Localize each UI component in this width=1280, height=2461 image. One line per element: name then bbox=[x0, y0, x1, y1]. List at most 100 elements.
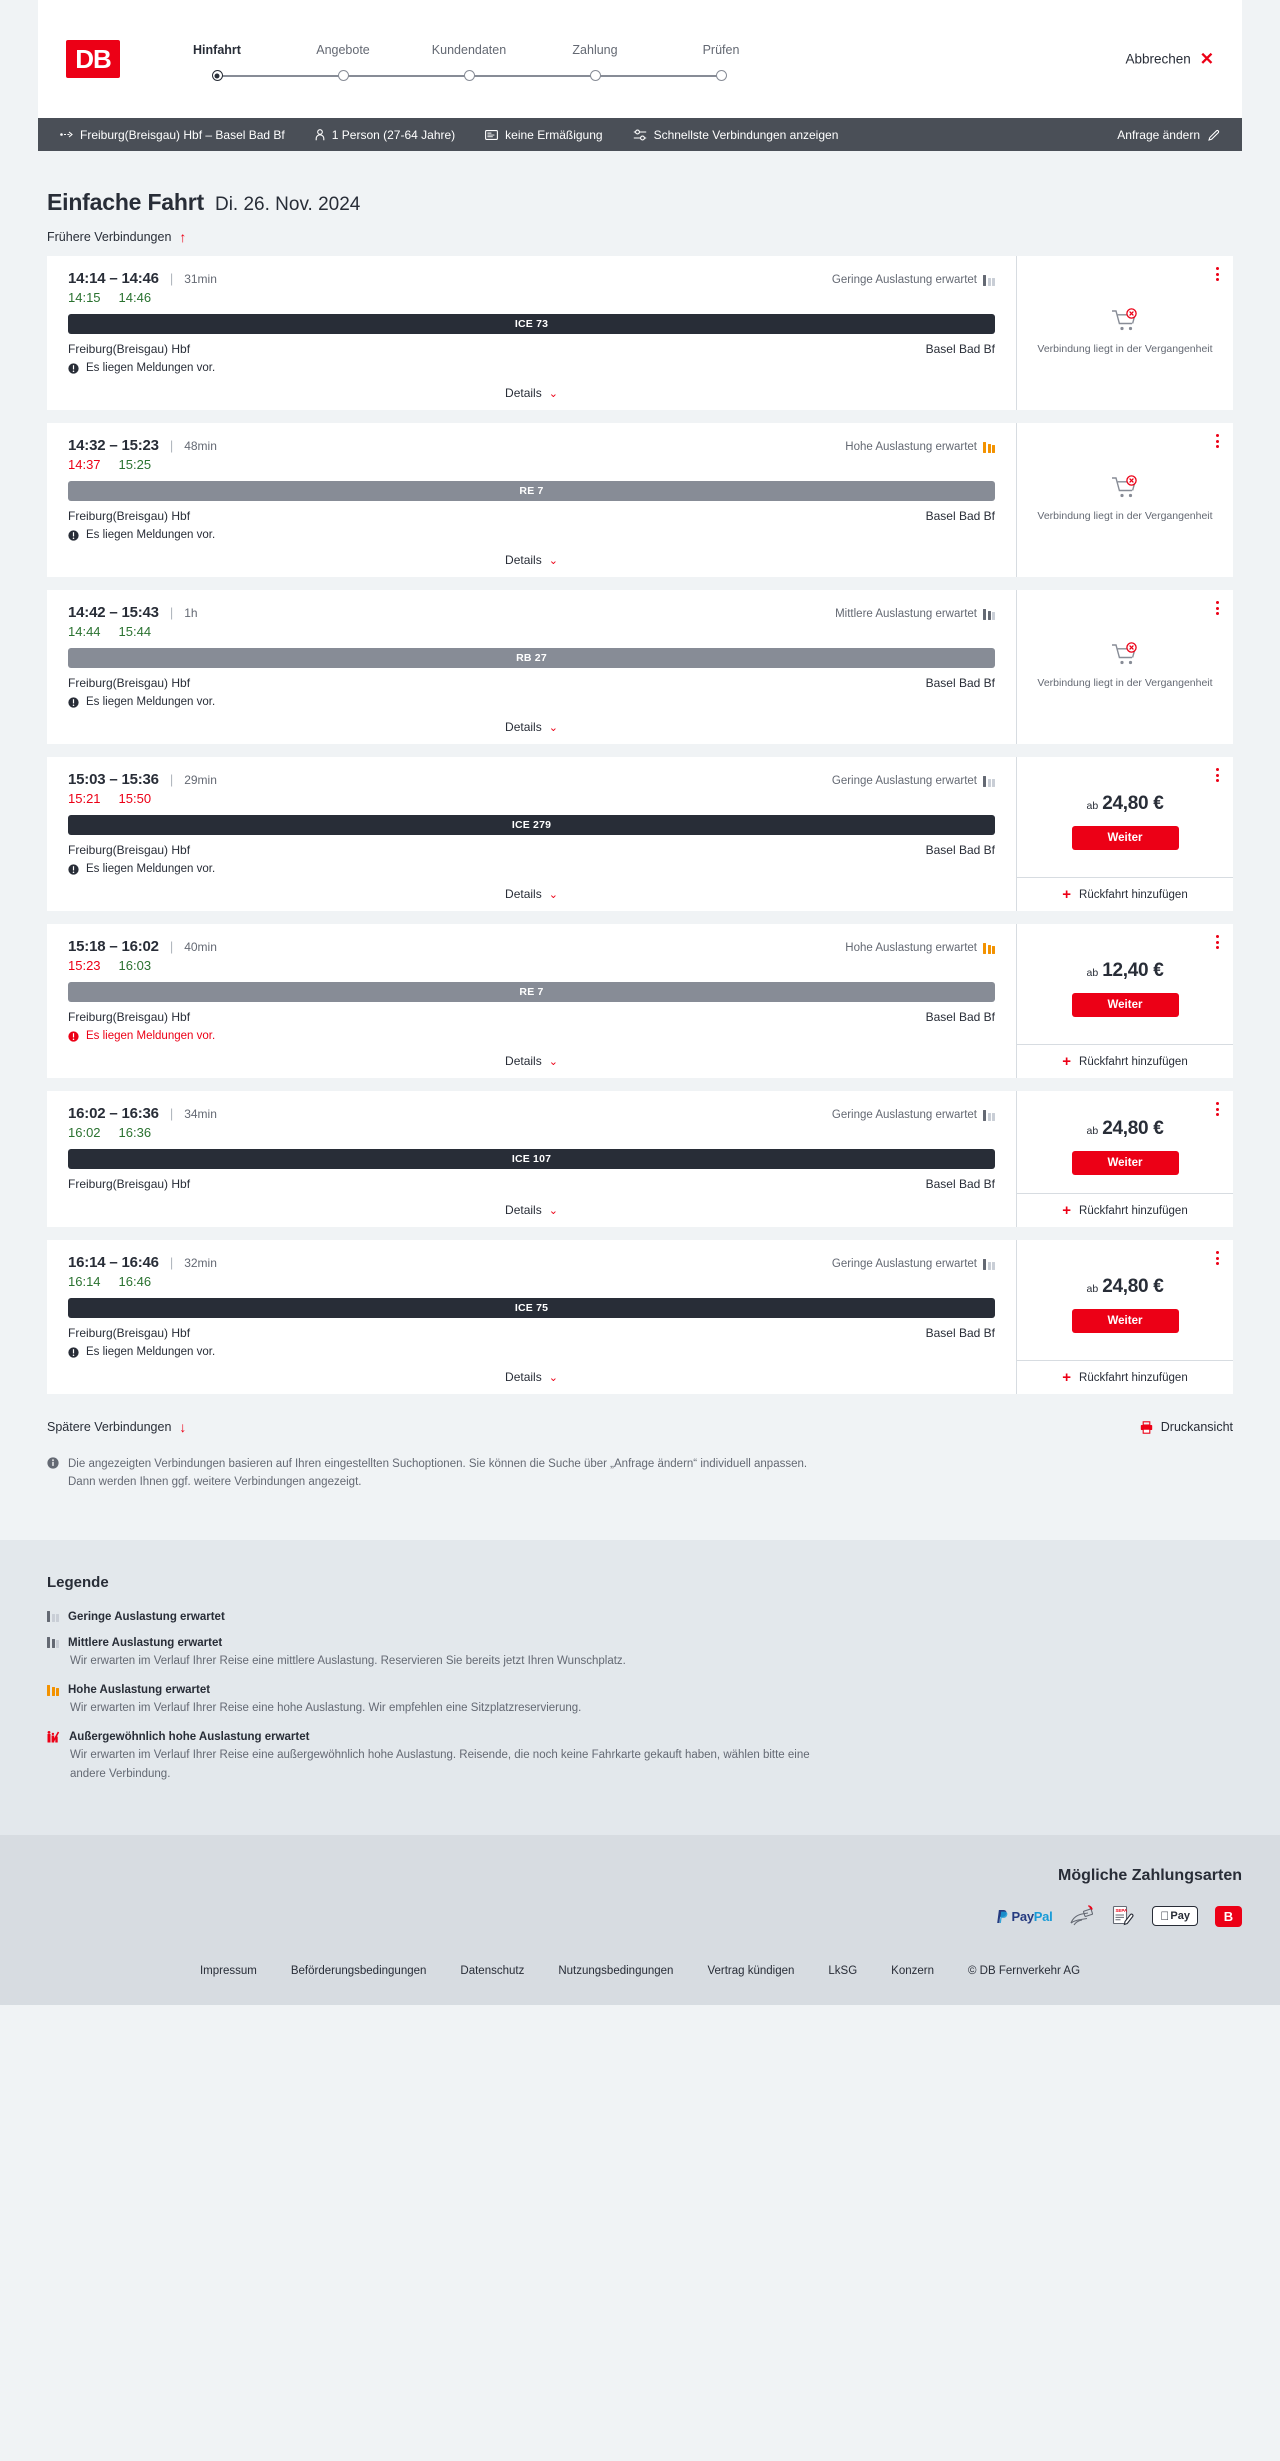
footer-link[interactable]: Nutzungsbedingungen bbox=[558, 1965, 674, 1978]
warning-icon bbox=[68, 362, 79, 374]
footer-link[interactable]: Beförderungsbedingungen bbox=[290, 1965, 427, 1978]
details-toggle[interactable]: Details ⌄ bbox=[68, 1370, 995, 1384]
connection-messages[interactable]: Es liegen Meldungen vor. bbox=[68, 1346, 995, 1358]
details-toggle[interactable]: Details ⌄ bbox=[68, 720, 995, 734]
more-options-button[interactable] bbox=[1216, 935, 1219, 949]
time-duration-separator: | bbox=[169, 1255, 174, 1270]
search-note: Die angezeigten Verbindungen basieren au… bbox=[38, 1434, 838, 1492]
footer-link[interactable]: Konzern bbox=[891, 1965, 935, 1978]
continue-button[interactable]: Weiter bbox=[1071, 992, 1179, 1017]
connection-details: 16:14 – 16:46 | 32min Geringe Auslastung er… bbox=[47, 1240, 1017, 1394]
connection-status-panel: Verbindung liegt in der Vergangenheit bbox=[1017, 423, 1233, 577]
connection-time-row: 14:14 – 14:46 | 31min Geringe Auslastung er… bbox=[68, 270, 995, 287]
connection-card: 16:14 – 16:46 | 32min Geringe Auslastung er… bbox=[47, 1240, 1233, 1394]
payment-methods-title: Mögliche Zahlungsarten bbox=[1057, 1867, 1242, 1885]
summary-passengers[interactable]: 1 Person (27-64 Jahre) bbox=[315, 128, 455, 142]
continue-button[interactable]: Weiter bbox=[1071, 1150, 1179, 1175]
train-number-badge[interactable]: ICE 75 bbox=[68, 1298, 995, 1318]
connection-time-range: 16:14 – 16:46 bbox=[68, 1254, 159, 1271]
earlier-connections-link[interactable]: Frühere Verbindungen ↑ bbox=[38, 216, 1242, 256]
connection-utilization: Geringe Auslastung erwartet bbox=[832, 775, 995, 787]
cancel-label: Abbrechen bbox=[1125, 51, 1191, 67]
train-number-badge[interactable]: ICE 279 bbox=[68, 815, 995, 835]
connection-utilization: Geringe Auslastung erwartet bbox=[832, 274, 995, 286]
continue-button[interactable]: Weiter bbox=[1071, 825, 1179, 850]
more-options-button[interactable] bbox=[1216, 434, 1219, 448]
page-title: Einfache Fahrt Di. 26. Nov. 2024 bbox=[38, 151, 1242, 216]
chevron-down-icon: ⌄ bbox=[548, 1055, 558, 1068]
stepper-step-dot bbox=[715, 70, 727, 81]
summary-discount[interactable]: keine Ermäßigung bbox=[485, 128, 603, 142]
more-options-button[interactable] bbox=[1216, 1102, 1219, 1116]
details-toggle[interactable]: Details ⌄ bbox=[68, 1054, 995, 1068]
summary-options[interactable]: Schnellste Verbindungen anzeigen bbox=[633, 128, 838, 142]
legend-item: Mittlere Auslastung erwartet Wir erwarten… bbox=[47, 1637, 1233, 1670]
train-number-badge[interactable]: ICE 73 bbox=[68, 314, 995, 334]
train-number-badge[interactable]: RE 7 bbox=[68, 982, 995, 1002]
connection-time-row: 15:18 – 16:02 | 40min Hohe Auslastung erwar… bbox=[68, 938, 995, 955]
more-options-button[interactable] bbox=[1216, 601, 1219, 615]
footer-link[interactable]: LkSG bbox=[828, 1965, 858, 1978]
details-toggle-label: Details bbox=[505, 720, 542, 734]
add-return-trip-button[interactable]: + Rückfahrt hinzufügen bbox=[1017, 877, 1233, 911]
train-number-badge[interactable]: RE 7 bbox=[68, 481, 995, 501]
details-toggle-label: Details bbox=[505, 553, 542, 567]
connection-messages[interactable]: Es liegen Meldungen vor. bbox=[68, 863, 995, 875]
more-options-button[interactable] bbox=[1216, 768, 1219, 782]
details-toggle[interactable]: Details ⌄ bbox=[68, 386, 995, 400]
footer-link[interactable]: Datenschutz bbox=[460, 1965, 525, 1978]
train-number-badge[interactable]: RB 27 bbox=[68, 648, 995, 668]
cart-unavailable-icon bbox=[1112, 308, 1137, 331]
add-return-trip-button[interactable]: + Rückfahrt hinzufügen bbox=[1017, 1044, 1233, 1078]
connection-messages[interactable]: Es liegen Meldungen vor. bbox=[68, 1030, 995, 1042]
db-logo[interactable]: DB bbox=[66, 40, 120, 78]
chevron-down-icon: ⌄ bbox=[548, 554, 558, 567]
connection-messages[interactable]: Es liegen Meldungen vor. bbox=[68, 696, 995, 708]
details-toggle[interactable]: Details ⌄ bbox=[68, 553, 995, 567]
later-connections-link[interactable]: Spätere Verbindungen ↓ bbox=[47, 1420, 186, 1434]
add-return-trip-button[interactable]: + Rückfahrt hinzufügen bbox=[1017, 1360, 1233, 1394]
connection-status-panel: Verbindung liegt in der Vergangenheit bbox=[1017, 590, 1233, 744]
print-view-link[interactable]: Druckansicht bbox=[1140, 1420, 1233, 1434]
connection-utilization-label: Mittlere Auslastung erwartet bbox=[835, 608, 977, 620]
connection-time-range: 15:03 – 15:36 bbox=[68, 771, 159, 788]
details-toggle-label: Details bbox=[505, 386, 542, 400]
more-options-button[interactable] bbox=[1216, 1251, 1219, 1265]
connection-details: 15:03 – 15:36 | 29min Geringe Auslastung er… bbox=[47, 757, 1017, 911]
stepper-step-prüfen[interactable]: Prüfen bbox=[658, 43, 784, 81]
summary-route[interactable]: Freiburg(Breisgau) Hbf – Basel Bad Bf bbox=[60, 128, 285, 142]
more-options-button[interactable] bbox=[1216, 267, 1219, 281]
paypal-mark-icon bbox=[997, 1909, 1008, 1923]
connection-utilization: Geringe Auslastung erwartet bbox=[832, 1109, 995, 1121]
connection-messages[interactable]: Es liegen Meldungen vor. bbox=[68, 362, 995, 374]
footer-link[interactable]: Impressum bbox=[199, 1965, 257, 1978]
price-value: 12,40 € bbox=[1102, 959, 1164, 981]
connection-destination: Basel Bad Bf bbox=[925, 342, 995, 356]
details-toggle[interactable]: Details ⌄ bbox=[68, 1203, 995, 1217]
stepper-step-zahlung[interactable]: Zahlung bbox=[532, 43, 721, 81]
legend-item-label: Außergewöhnlich hohe Auslastung erwartet bbox=[69, 1731, 310, 1744]
add-return-trip-label: Rückfahrt hinzufügen bbox=[1079, 1204, 1188, 1217]
later-connections-label: Spätere Verbindungen bbox=[47, 1420, 172, 1434]
connection-price-panel: ab 24,80 € Weiter + Rückfahrt hinzufügen bbox=[1017, 1091, 1233, 1227]
connection-utilization-label: Geringe Auslastung erwartet bbox=[831, 775, 977, 787]
legend-item-desc: Wir erwarten im Verlauf Ihrer Reise eine… bbox=[70, 1654, 626, 1667]
footer-link[interactable]: Vertrag kündigen bbox=[707, 1965, 795, 1978]
continue-button[interactable]: Weiter bbox=[1071, 1308, 1179, 1333]
stepper-step-kundendaten[interactable]: Kundendaten bbox=[406, 43, 595, 81]
connection-messages[interactable]: Es liegen Meldungen vor. bbox=[68, 529, 995, 541]
stepper-step-angebote[interactable]: Angebote bbox=[280, 43, 469, 81]
printer-icon bbox=[1140, 1420, 1152, 1434]
details-toggle[interactable]: Details ⌄ bbox=[68, 887, 995, 901]
edit-search-button[interactable]: Anfrage ändern bbox=[1117, 128, 1220, 142]
train-number-badge[interactable]: ICE 107 bbox=[68, 1149, 995, 1169]
stepper-step-hinfahrt[interactable]: Hinfahrt bbox=[154, 43, 343, 81]
price-line: ab 24,80 € bbox=[1087, 1118, 1164, 1140]
time-duration-separator: | bbox=[169, 438, 174, 453]
connection-origin: Freiburg(Breisgau) Hbf bbox=[68, 676, 191, 690]
cancel-button[interactable]: Abbrechen ✕ bbox=[1125, 51, 1214, 68]
stepper-step-label: Zahlung bbox=[572, 43, 618, 57]
add-return-trip-button[interactable]: + Rückfahrt hinzufügen bbox=[1017, 1193, 1233, 1227]
legend-section: Legende Geringe Auslastung erwartet Mittl… bbox=[0, 1539, 1280, 1836]
connection-destination: Basel Bad Bf bbox=[925, 676, 995, 690]
